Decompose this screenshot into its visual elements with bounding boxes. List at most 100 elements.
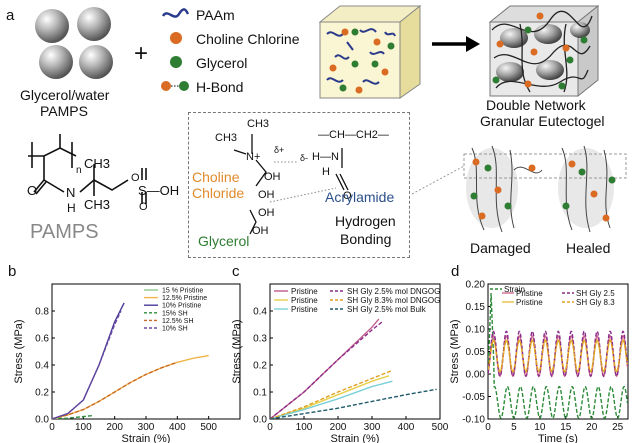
hb-delta-minus: δ- — [300, 153, 309, 163]
series-line-3 — [52, 414, 93, 419]
legend-label: 15 % Pristine — [162, 288, 203, 295]
hydrogen-label-line1: Hydrogen — [335, 213, 396, 229]
x-tick-label: 0 — [267, 422, 273, 433]
legend-label: SH Gly 2.5% mol DNGOG — [347, 287, 440, 296]
pamps-atom-ch3a: CH3 — [84, 156, 111, 171]
series-line-3 — [270, 321, 383, 419]
acrylamide-label: Acrylamide — [325, 189, 395, 205]
y-tick-label: 0.1 — [253, 388, 267, 399]
legend-label: SH Gly 8.3 — [576, 298, 615, 307]
series-line-4 — [488, 339, 628, 373]
series-line-4 — [52, 361, 178, 419]
chart-panel-b: b 0 100 200 300 400 500 0.0 0.2 0.4 0.6 0.8 Strain (… — [8, 263, 241, 443]
legend-label: Pristine — [516, 298, 543, 307]
y-tick-label: 0.8 — [35, 307, 49, 318]
legend-label: SH Gly 2.5% mol Bulk — [347, 305, 427, 314]
legend-label: 12.5% Pristine — [162, 295, 207, 302]
y-tick-label: -0.05 — [462, 392, 485, 403]
x-tick-label: 500 — [200, 422, 217, 433]
hb-nh2: H—N — [312, 151, 339, 163]
x-tick-label: 300 — [364, 422, 381, 433]
hb-ch3-left: CH3 — [215, 132, 238, 144]
polymer-chain-icon — [161, 8, 190, 18]
spheres-label-line2: PAMPS — [40, 103, 88, 119]
series-group — [488, 292, 628, 419]
sphere-icon — [39, 45, 73, 79]
legend-label: 12.5% SH — [162, 318, 194, 325]
glycerol-label: Glycerol — [198, 233, 250, 249]
panel-letter-b: b — [8, 263, 16, 280]
x-tick-label: 200 — [106, 422, 123, 433]
x-tick-label: 100 — [296, 422, 313, 433]
pamps-atom-o: O — [27, 183, 38, 198]
series-group — [270, 318, 437, 419]
panel-letter-c: c — [232, 263, 240, 280]
choline-label-line1: Choline — [192, 169, 240, 185]
hb-chain: —CH—CH2— — [318, 129, 389, 141]
legend-label: 10% Pristine — [162, 303, 201, 310]
healed-label: Healed — [566, 240, 611, 256]
series-line-2 — [270, 380, 393, 419]
panel-letter-a: a — [6, 7, 15, 24]
damaged-label: Damaged — [470, 240, 531, 256]
legend-label: Strain — [504, 285, 525, 294]
pamps-subscript-n: n — [76, 165, 82, 176]
y-tick-label: 0.05 — [466, 347, 486, 358]
y-axis-label: Stress (MPa) — [13, 319, 25, 383]
pamps-label: PAMPS — [30, 221, 99, 243]
x-tick-label: 15 — [560, 422, 572, 433]
orange-dot-icon — [170, 32, 182, 44]
y-tick-label: 0.15 — [466, 302, 486, 313]
plus-sign: + — [134, 40, 149, 67]
y-tick-label: 0.4 — [253, 307, 267, 318]
legend-label: 10% SH — [162, 326, 188, 333]
panel-letter-d: d — [451, 263, 459, 280]
hb-oh3: OH — [258, 207, 275, 219]
y-tick-label: 0.20 — [466, 280, 486, 291]
pamps-structure-drawing — [28, 134, 147, 204]
right-arrow-icon — [432, 36, 480, 52]
hb-ch3-top: CH3 — [247, 118, 270, 130]
legend-label: 15% SH — [162, 310, 188, 317]
y-tick-label: 0.0 — [35, 415, 49, 426]
chart-panel-d: d 0 5 10 15 20 25 -0.10 -0.05 0.00 0.05 0.10 0.15 0.2… — [449, 263, 629, 443]
legend-glycerol: Glycerol — [196, 55, 248, 71]
legend-label: Pristine — [291, 296, 318, 305]
hb-oh2: OH — [258, 189, 275, 201]
x-tick-label: 500 — [432, 422, 449, 433]
y-tick-label: 0.00 — [466, 370, 486, 381]
series-line-1 — [488, 335, 628, 378]
x-tick-label: 400 — [398, 422, 415, 433]
y-tick-label: 0.0 — [253, 415, 267, 426]
zoom-connector — [411, 165, 465, 195]
pamps-atom-so-o1: O — [131, 172, 140, 184]
pamps-atom-h: H — [67, 201, 76, 215]
legend-label: Pristine — [291, 305, 318, 314]
y-axis-label: Stress (MPa) — [449, 319, 461, 383]
chart-panel-c: c 0 100 200 300 400 500 0.0 0.1 0.2 0.3 0.4 Strain (… — [231, 263, 449, 443]
green-dot-icon — [170, 56, 182, 68]
pamps-atom-ch3b: CH3 — [84, 197, 111, 212]
hb-delta-plus: δ+ — [274, 145, 285, 155]
series-line-1 — [270, 375, 390, 419]
hb-oh1: OH — [264, 171, 281, 183]
spheres-label-line1: Glycerol/water — [20, 87, 110, 103]
hb-n-plus: N+ — [246, 151, 261, 163]
series-line-0 — [488, 292, 628, 419]
series-group — [52, 302, 209, 419]
x-tick-label: 0 — [485, 422, 491, 433]
legend-label: SH Gly 2.5 — [576, 289, 615, 298]
y-tick-label: 0.6 — [35, 334, 49, 345]
series-line-5 — [270, 388, 437, 419]
choline-label-line2: Chloride — [192, 185, 245, 201]
legend-paam: PAAm — [196, 7, 235, 23]
product-label-line1: Double Network — [486, 97, 586, 113]
x-tick-label: 25 — [612, 422, 624, 433]
network-cube-illustration — [318, 4, 422, 99]
sphere-icon — [79, 45, 113, 79]
product-label-line2: Granular Eutectogel — [480, 113, 605, 129]
y-tick-label: 0.4 — [35, 361, 49, 372]
x-tick-label: 100 — [75, 422, 92, 433]
hydrogen-label-line2: Bonding — [340, 231, 392, 247]
y-tick-label: -0.10 — [462, 415, 485, 426]
